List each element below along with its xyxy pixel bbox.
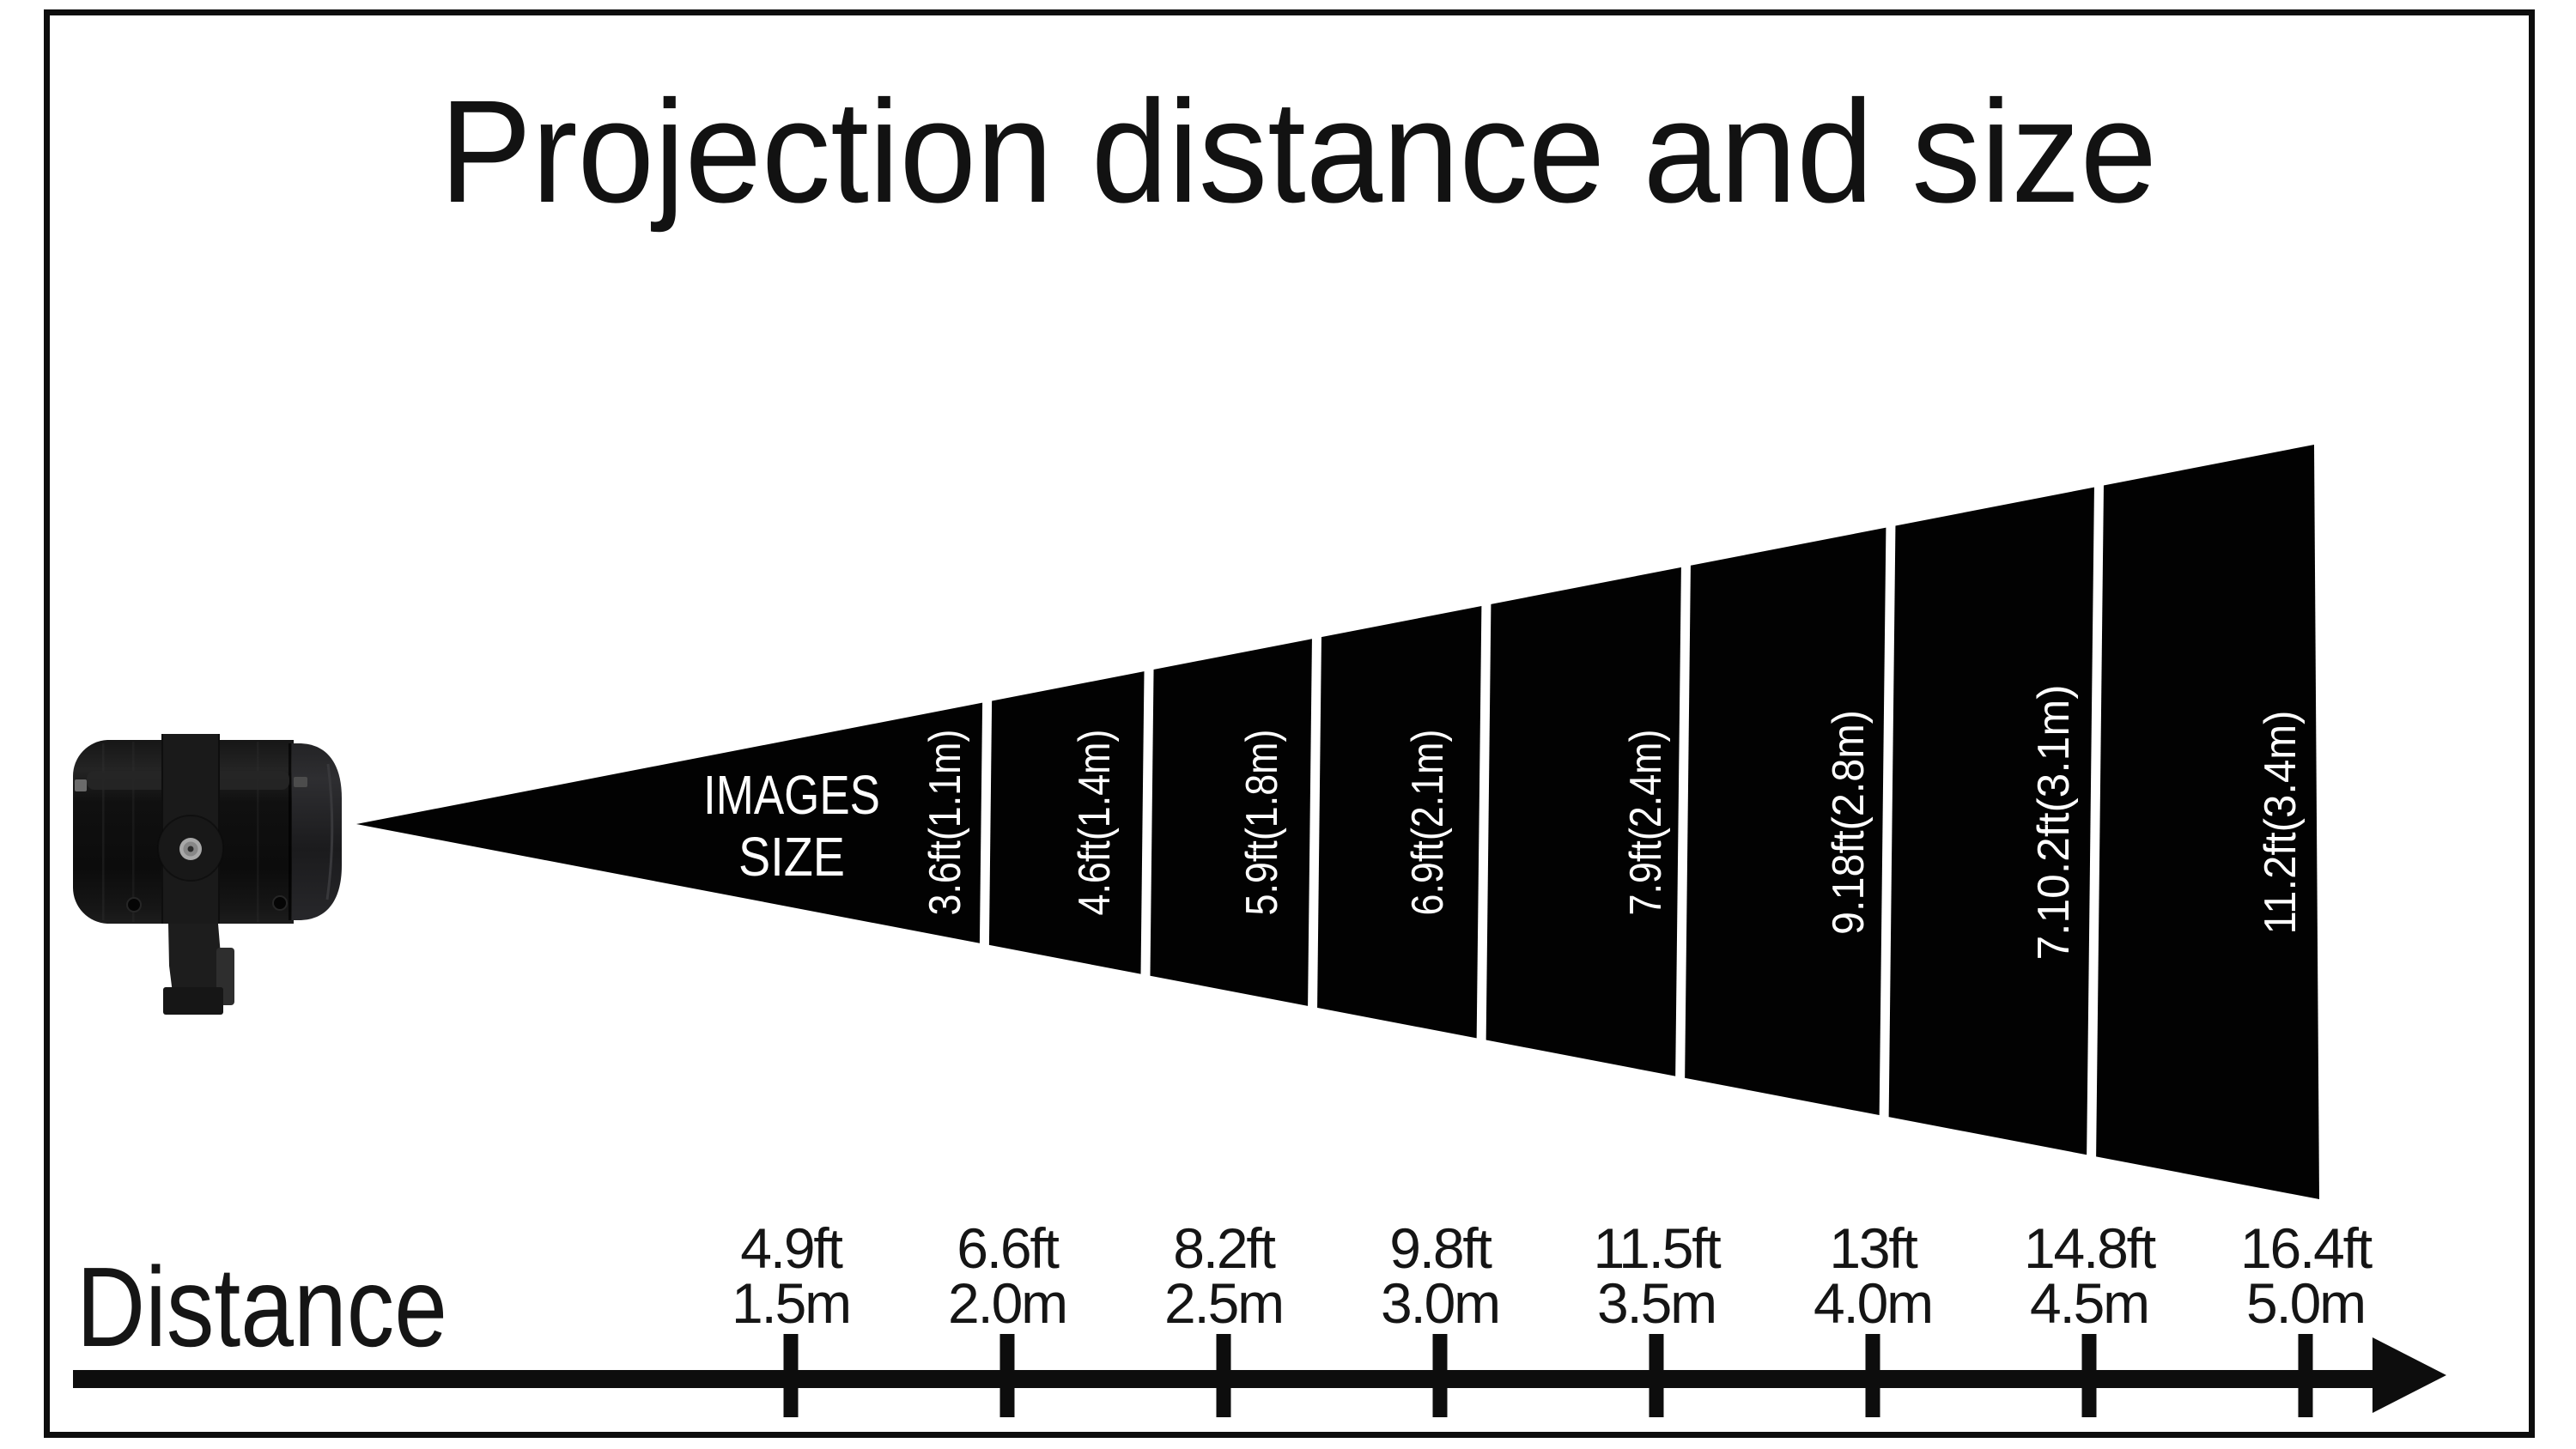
svg-text:8.2ft: 8.2ft xyxy=(1173,1216,1275,1280)
svg-text:3.0m: 3.0m xyxy=(1381,1271,1499,1335)
svg-text:14.8ft: 14.8ft xyxy=(2024,1216,2156,1280)
svg-text:4.9ft: 4.9ft xyxy=(740,1216,842,1280)
svg-text:5.9ft(1.8m): 5.9ft(1.8m) xyxy=(1237,730,1287,916)
svg-text:2.5m: 2.5m xyxy=(1164,1271,1283,1335)
svg-text:9.8ft: 9.8ft xyxy=(1389,1216,1492,1280)
svg-text:6.9ft(2.1m): 6.9ft(2.1m) xyxy=(1403,730,1453,916)
svg-text:11.5ft: 11.5ft xyxy=(1593,1216,1721,1280)
svg-text:1.5m: 1.5m xyxy=(732,1271,850,1335)
svg-text:9.18ft(2.8m): 9.18ft(2.8m) xyxy=(1824,710,1874,935)
svg-text:3.6ft(1.1m): 3.6ft(1.1m) xyxy=(920,730,970,916)
svg-text:4.5m: 4.5m xyxy=(2030,1271,2148,1335)
svg-text:7.10.2ft(3.1m): 7.10.2ft(3.1m) xyxy=(2029,685,2079,961)
svg-text:2.0m: 2.0m xyxy=(948,1271,1066,1335)
svg-text:4.0m: 4.0m xyxy=(1814,1271,1932,1335)
svg-text:3.5m: 3.5m xyxy=(1597,1271,1716,1335)
svg-text:5.0m: 5.0m xyxy=(2246,1271,2365,1335)
svg-text:SIZE: SIZE xyxy=(738,826,845,888)
svg-text:Projection distance and size: Projection distance and size xyxy=(440,70,2157,233)
svg-text:4.6ft(1.4m): 4.6ft(1.4m) xyxy=(1070,730,1120,916)
svg-text:Distance: Distance xyxy=(76,1244,447,1370)
svg-text:11.2ft(3.4m): 11.2ft(3.4m) xyxy=(2256,711,2306,935)
svg-text:16.4ft: 16.4ft xyxy=(2240,1216,2372,1280)
svg-text:7.9ft(2.4m): 7.9ft(2.4m) xyxy=(1621,730,1671,916)
svg-text:6.6ft: 6.6ft xyxy=(957,1216,1059,1280)
svg-text:IMAGES: IMAGES xyxy=(703,764,880,826)
svg-text:13ft: 13ft xyxy=(1829,1216,1917,1280)
